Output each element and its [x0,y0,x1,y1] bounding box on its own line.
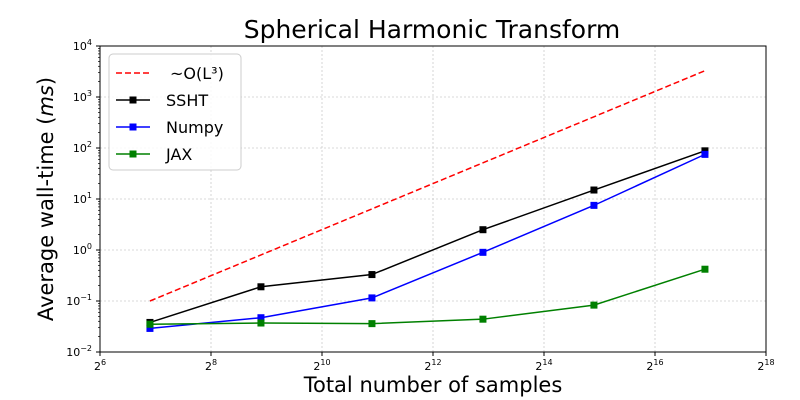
legend-item: SSHT [116,91,208,110]
y-tick-label: 102 [73,140,92,155]
legend-item: Numpy [116,118,223,137]
data-point [701,265,709,273]
y-axis-label: Average wall-time (ms) [34,77,58,321]
series-line [149,70,706,302]
legend-marker [129,123,137,131]
x-tick-label: 28 [205,358,217,373]
y-tick-label: 104 [73,38,92,53]
data-point [257,314,265,322]
data-point [368,320,376,328]
legend: ~O(L³) SSHT Numpy JAX [108,53,242,171]
data-point [257,319,265,327]
legend-marker [129,150,137,158]
legend-label: JAX [165,145,192,164]
series-line [149,150,706,324]
data-point [590,201,598,209]
data-point [479,226,487,234]
legend-item: ~O(L³) [116,64,224,83]
series-1 [146,147,709,326]
data-point [146,324,154,332]
y-tick-label: 10−2 [66,344,92,359]
data-point [479,315,487,323]
y-axis-ticks: 10−2 10−1 100 101 102 103 104 [66,38,100,359]
chart-title: Spherical Harmonic Transform [244,15,621,44]
series-lines [146,70,709,332]
legend-item: JAX [116,145,192,164]
series-0 [149,70,706,302]
x-tick-label: 210 [313,358,330,373]
x-tick-label: 26 [94,358,106,373]
x-tick-label: 218 [757,358,774,373]
series-line [149,268,706,326]
data-point [368,271,376,279]
x-axis-ticks: 26 28 210 212 214 216 218 [94,352,775,373]
data-point [590,301,598,309]
x-tick-label: 214 [535,358,552,373]
legend-label: Numpy [166,118,223,137]
series-2 [146,150,709,332]
series-line [149,153,706,330]
x-tick-label: 212 [424,358,441,373]
x-axis-label: Total number of samples [303,373,563,397]
series-3 [146,265,709,328]
legend-box [108,53,242,171]
legend-label: ~O(L³) [170,64,224,83]
y-tick-label: 101 [73,191,92,206]
data-point [146,320,154,328]
data-point [257,283,265,291]
data-point [590,186,598,194]
y-tick-label: 100 [73,242,92,257]
legend-marker [129,96,137,104]
data-point [701,147,709,155]
y-tick-label: 10−1 [66,293,92,308]
data-point [368,294,376,302]
data-point [701,150,709,158]
legend-label: SSHT [166,91,208,110]
data-point [479,248,487,256]
x-tick-label: 216 [646,358,663,373]
y-tick-label: 103 [73,89,92,104]
